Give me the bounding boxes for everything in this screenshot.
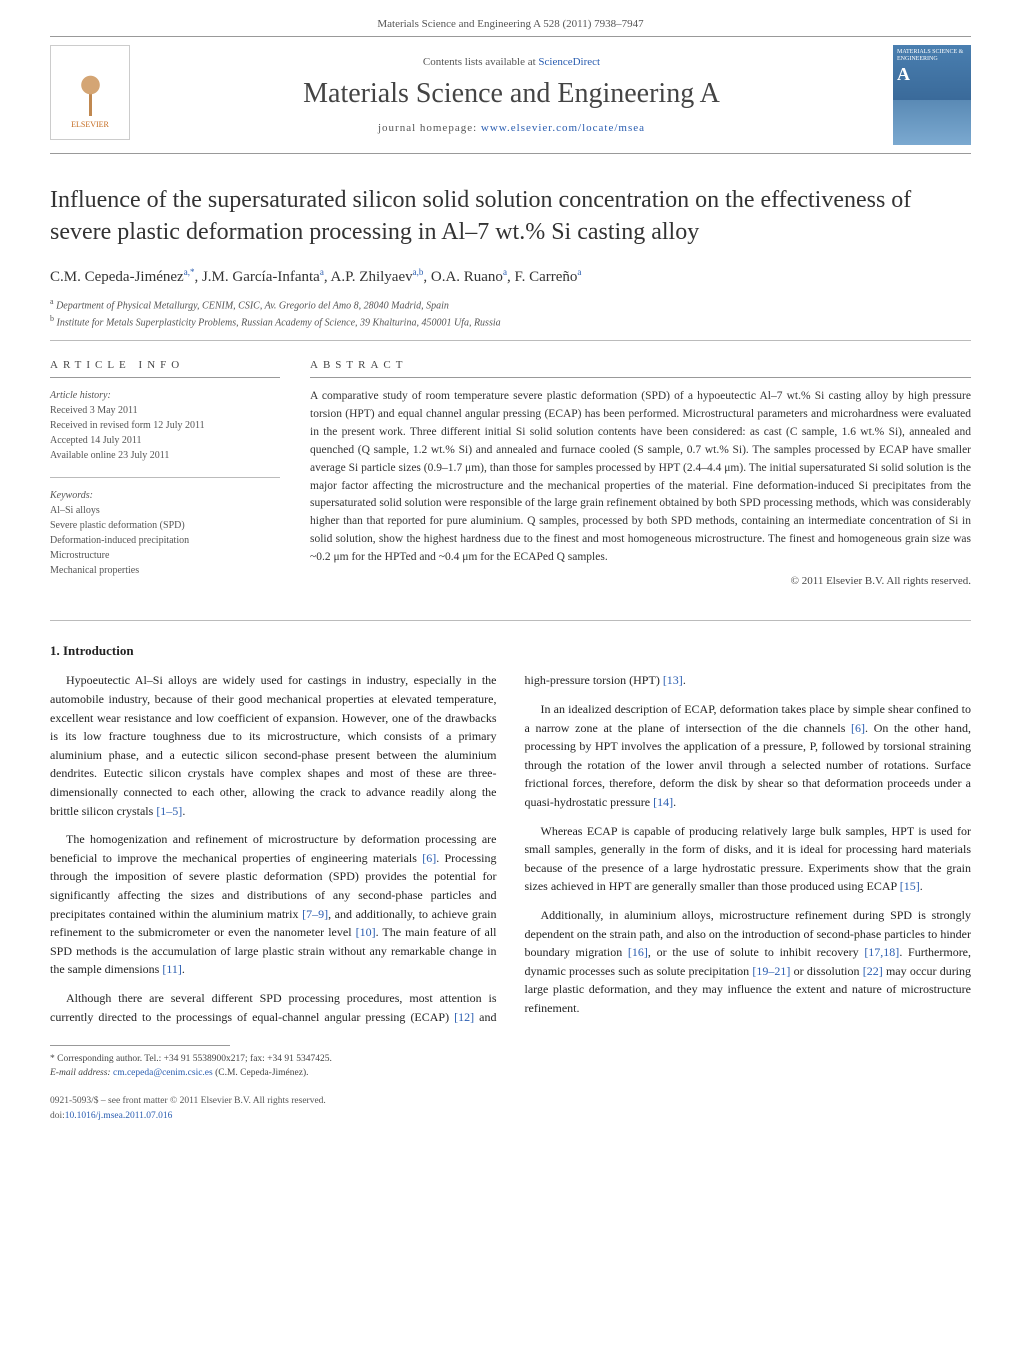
author-affil-mark: a (503, 267, 507, 277)
body-paragraph: Additionally, in aluminium alloys, micro… (525, 906, 972, 1018)
affiliation-line: b Institute for Metals Superplasticity P… (50, 313, 971, 330)
footnote-separator (50, 1045, 230, 1046)
body-paragraph: In an idealized description of ECAP, def… (525, 700, 972, 812)
elsevier-tree-icon (63, 56, 118, 116)
keyword-line: Severe plastic deformation (SPD) (50, 518, 280, 533)
contents-prefix: Contents lists available at (423, 56, 538, 68)
author-affil-mark: a,* (184, 267, 195, 277)
author-affil-mark: a (320, 267, 324, 277)
article-info-heading: article info (50, 359, 280, 378)
journal-cover-thumbnail: MATERIALS SCIENCE & ENGINEERING A (893, 45, 971, 145)
rule-below-abstract (50, 620, 971, 621)
affiliation-line: a Department of Physical Metallurgy, CEN… (50, 296, 971, 313)
doi-link[interactable]: 10.1016/j.msea.2011.07.016 (65, 1111, 173, 1121)
info-abstract-row: article info Article history: Received 3… (50, 359, 971, 592)
keyword-line: Deformation-induced precipitation (50, 533, 280, 548)
history-line: Available online 23 July 2011 (50, 448, 280, 463)
journal-title: Materials Science and Engineering A (142, 78, 881, 110)
citation-ref[interactable]: [12] (454, 1010, 474, 1024)
abstract-heading: abstract (310, 359, 971, 378)
rule-above-info (50, 340, 971, 341)
masthead-center: Contents lists available at ScienceDirec… (142, 45, 881, 145)
front-matter: 0921-5093/$ – see front matter © 2011 El… (50, 1094, 971, 1123)
rule-below-masthead (50, 153, 971, 154)
info-divider (50, 477, 280, 478)
corresponding-email-link[interactable]: cm.cepeda@cenim.csic.es (113, 1068, 213, 1078)
homepage-prefix: journal homepage: (378, 122, 481, 134)
citation-ref[interactable]: [10] (356, 925, 376, 939)
article-title: Influence of the supersaturated silicon … (50, 184, 971, 249)
sciencedirect-link[interactable]: ScienceDirect (538, 56, 600, 68)
affiliations: a Department of Physical Metallurgy, CEN… (50, 296, 971, 331)
cover-letter: A (897, 64, 967, 85)
abstract-column: abstract A comparative study of room tem… (310, 359, 971, 592)
email-paren: (C.M. Cepeda-Jiménez). (215, 1068, 308, 1078)
citation-ref[interactable]: [1–5] (156, 804, 182, 818)
cover-text: MATERIALS SCIENCE & ENGINEERING (897, 49, 967, 62)
history-line: Received in revised form 12 July 2011 (50, 418, 280, 433)
citation-ref[interactable]: [19–21] (752, 964, 790, 978)
citation-ref[interactable]: [11] (162, 962, 182, 976)
section-heading-introduction: 1. Introduction (50, 643, 971, 659)
body-paragraph: Whereas ECAP is capable of producing rel… (525, 822, 972, 896)
email-label: E-mail address: (50, 1068, 111, 1078)
citation-ref[interactable]: [16] (628, 945, 648, 959)
author-name: C.M. Cepeda-Jiménez (50, 269, 184, 285)
abstract-body: A comparative study of room temperature … (310, 388, 971, 566)
keywords-label: Keywords: (50, 488, 280, 503)
history-line: Accepted 14 July 2011 (50, 433, 280, 448)
article-history-block: Article history: Received 3 May 2011Rece… (50, 388, 280, 463)
author-affil-mark: a,b (413, 267, 424, 277)
citation-ref[interactable]: [6] (851, 721, 865, 735)
email-line: E-mail address: cm.cepeda@cenim.csic.es … (50, 1066, 971, 1080)
history-label: Article history: (50, 388, 280, 403)
citation-ref[interactable]: [14] (653, 795, 673, 809)
keyword-line: Mechanical properties (50, 563, 280, 578)
citation-ref[interactable]: [13] (663, 673, 683, 687)
author-name: O.A. Ruano (431, 269, 503, 285)
body-paragraph: The homogenization and refinement of mic… (50, 830, 497, 979)
keywords-block: Keywords: Al–Si alloysSevere plastic def… (50, 488, 280, 578)
publisher-name: ELSEVIER (71, 120, 109, 129)
author-name: A.P. Zhilyaev (331, 269, 413, 285)
author-affil-mark: a (577, 267, 581, 277)
citation-ref[interactable]: [22] (863, 964, 883, 978)
abstract-copyright: © 2011 Elsevier B.V. All rights reserved… (310, 575, 971, 587)
doi-label: doi: (50, 1111, 65, 1121)
contents-available-line: Contents lists available at ScienceDirec… (142, 56, 881, 68)
citation-ref[interactable]: [6] (422, 851, 436, 865)
journal-homepage-link[interactable]: www.elsevier.com/locate/msea (481, 122, 645, 134)
body-paragraph: Hypoeutectic Al–Si alloys are widely use… (50, 671, 497, 820)
running-header: Materials Science and Engineering A 528 … (0, 0, 1021, 36)
citation-ref[interactable]: [7–9] (302, 907, 328, 921)
body-text-columns: Hypoeutectic Al–Si alloys are widely use… (50, 671, 971, 1026)
corresponding-author-note: * Corresponding author. Tel.: +34 91 553… (50, 1052, 971, 1066)
keyword-line: Al–Si alloys (50, 503, 280, 518)
citation-ref[interactable]: [17,18] (864, 945, 899, 959)
author-name: J.M. García-Infanta (202, 269, 320, 285)
article-info-column: article info Article history: Received 3… (50, 359, 280, 592)
issn-copyright-line: 0921-5093/$ – see front matter © 2011 El… (50, 1094, 971, 1108)
author-name: F. Carreño (514, 269, 577, 285)
history-line: Received 3 May 2011 (50, 403, 280, 418)
masthead: ELSEVIER Contents lists available at Sci… (50, 37, 971, 153)
keyword-line: Microstructure (50, 548, 280, 563)
publisher-logo: ELSEVIER (50, 45, 130, 140)
citation-ref[interactable]: [15] (900, 879, 920, 893)
footnotes: * Corresponding author. Tel.: +34 91 553… (50, 1052, 971, 1081)
journal-homepage-line: journal homepage: www.elsevier.com/locat… (142, 122, 881, 134)
doi-line: doi:10.1016/j.msea.2011.07.016 (50, 1109, 971, 1123)
author-list: C.M. Cepeda-Jiméneza,*, J.M. García-Infa… (50, 267, 971, 286)
